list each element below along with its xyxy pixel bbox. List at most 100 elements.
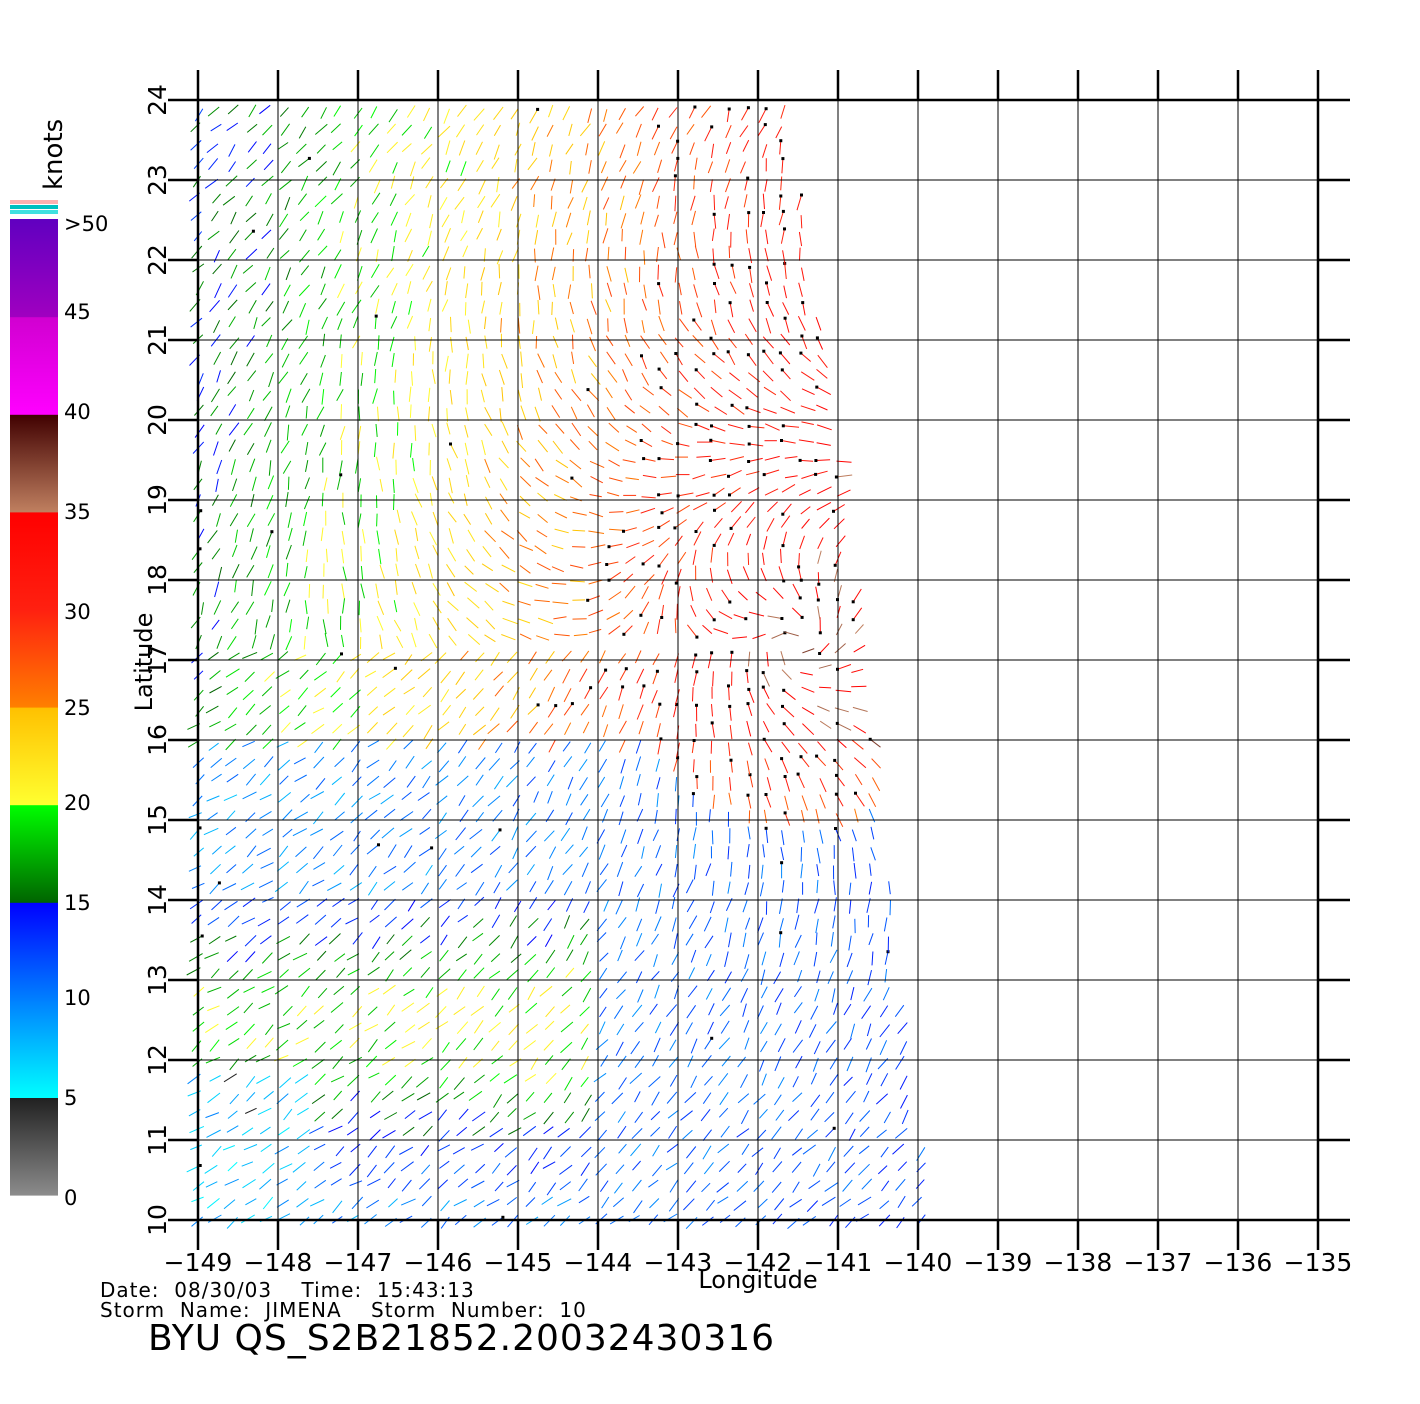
rain-flag <box>658 703 661 706</box>
wind-vector <box>448 512 456 523</box>
wind-vector <box>725 918 728 933</box>
wind-vector <box>384 1162 394 1173</box>
wind-vector <box>264 757 273 768</box>
rain-flag <box>747 106 750 109</box>
wind-vector <box>251 547 257 560</box>
wind-vector <box>268 564 273 578</box>
wind-vector <box>815 899 819 914</box>
wind-vector <box>572 389 581 401</box>
wind-vector <box>562 987 572 996</box>
wind-vector <box>745 334 752 345</box>
wind-vector <box>205 1165 218 1173</box>
wind-vector <box>838 665 851 670</box>
wind-vector <box>799 490 811 496</box>
rain-flag <box>695 368 698 371</box>
wind-vector <box>618 654 625 664</box>
wind-vector <box>530 109 538 123</box>
wind-vector <box>619 704 624 719</box>
wind-vector <box>642 373 649 385</box>
wind-vector <box>289 528 293 541</box>
wind-vector <box>283 810 293 820</box>
wind-vector <box>209 721 220 727</box>
wind-vector <box>260 1127 270 1134</box>
wind-vector <box>705 127 712 141</box>
wind-vector <box>765 179 767 191</box>
wind-vector <box>680 301 682 314</box>
rain-flag <box>815 386 818 389</box>
wind-vector <box>893 1144 904 1154</box>
wind-vector <box>242 1128 253 1135</box>
rain-flag <box>799 352 802 355</box>
wind-vector <box>296 1038 309 1044</box>
wind-vector <box>738 591 747 600</box>
wind-vector <box>310 1200 324 1207</box>
wind-vector <box>471 1181 484 1188</box>
wind-vector <box>265 422 272 436</box>
wind-vector <box>312 724 325 733</box>
wind-vector <box>507 721 518 732</box>
wind-vector <box>718 1197 729 1204</box>
wind-vector <box>581 1038 587 1050</box>
rain-flag <box>728 493 731 496</box>
rain-flag <box>765 827 768 830</box>
wind-vector <box>552 267 555 280</box>
wind-vector <box>696 724 697 737</box>
wind-vector <box>244 987 255 993</box>
wind-vector <box>529 1148 538 1161</box>
wind-vector <box>637 669 644 683</box>
wind-vector <box>475 897 484 906</box>
wind-vector <box>254 317 257 329</box>
wind-vector <box>626 543 639 548</box>
wind-vector <box>675 267 677 282</box>
wind-vector <box>817 971 820 983</box>
wind-vector <box>783 532 787 546</box>
wind-vector <box>731 516 741 528</box>
wind-vector <box>858 1197 871 1205</box>
wind-vector <box>337 302 345 316</box>
wind-vector <box>772 633 785 639</box>
wind-vector <box>256 1076 270 1084</box>
wind-vector <box>785 777 790 792</box>
wind-vector <box>750 283 754 297</box>
wind-vector <box>465 302 466 315</box>
wind-vector <box>729 373 739 381</box>
wind-vector <box>622 229 623 241</box>
wind-vector <box>871 827 874 840</box>
wind-vector <box>266 440 271 453</box>
wind-vector <box>410 162 415 177</box>
wind-vector <box>693 475 706 479</box>
wind-vector <box>280 1164 293 1170</box>
wind-vector <box>190 900 203 909</box>
wind-vector <box>226 739 236 750</box>
wind-vector <box>251 494 254 507</box>
wind-vector <box>380 635 382 649</box>
wind-vector <box>544 670 552 681</box>
wind-vector <box>713 795 714 809</box>
wind-vector <box>535 266 538 281</box>
wind-vector <box>476 882 484 895</box>
wind-vector <box>286 600 290 613</box>
wind-vector <box>244 1024 254 1035</box>
wind-vector <box>303 531 306 546</box>
wind-vector <box>884 1112 890 1123</box>
wind-vector <box>297 1020 307 1029</box>
wind-vector <box>636 757 641 771</box>
rain-flag <box>340 652 343 655</box>
wind-vector <box>332 1109 343 1119</box>
wind-vector <box>471 1144 484 1150</box>
wind-vector <box>518 318 519 334</box>
wind-vector <box>626 557 636 564</box>
wind-vector <box>731 760 732 772</box>
rain-flag <box>394 667 397 670</box>
wind-vector <box>730 282 736 294</box>
wind-vector <box>419 848 432 856</box>
wind-vector <box>393 162 398 173</box>
wind-vector <box>246 829 256 838</box>
wind-vector <box>511 109 518 119</box>
wind-vector <box>352 300 361 313</box>
wind-vector <box>747 721 751 736</box>
wind-vector <box>342 584 345 599</box>
wind-vector <box>331 1179 342 1186</box>
wind-vector <box>532 142 535 156</box>
wind-vector <box>695 354 706 363</box>
